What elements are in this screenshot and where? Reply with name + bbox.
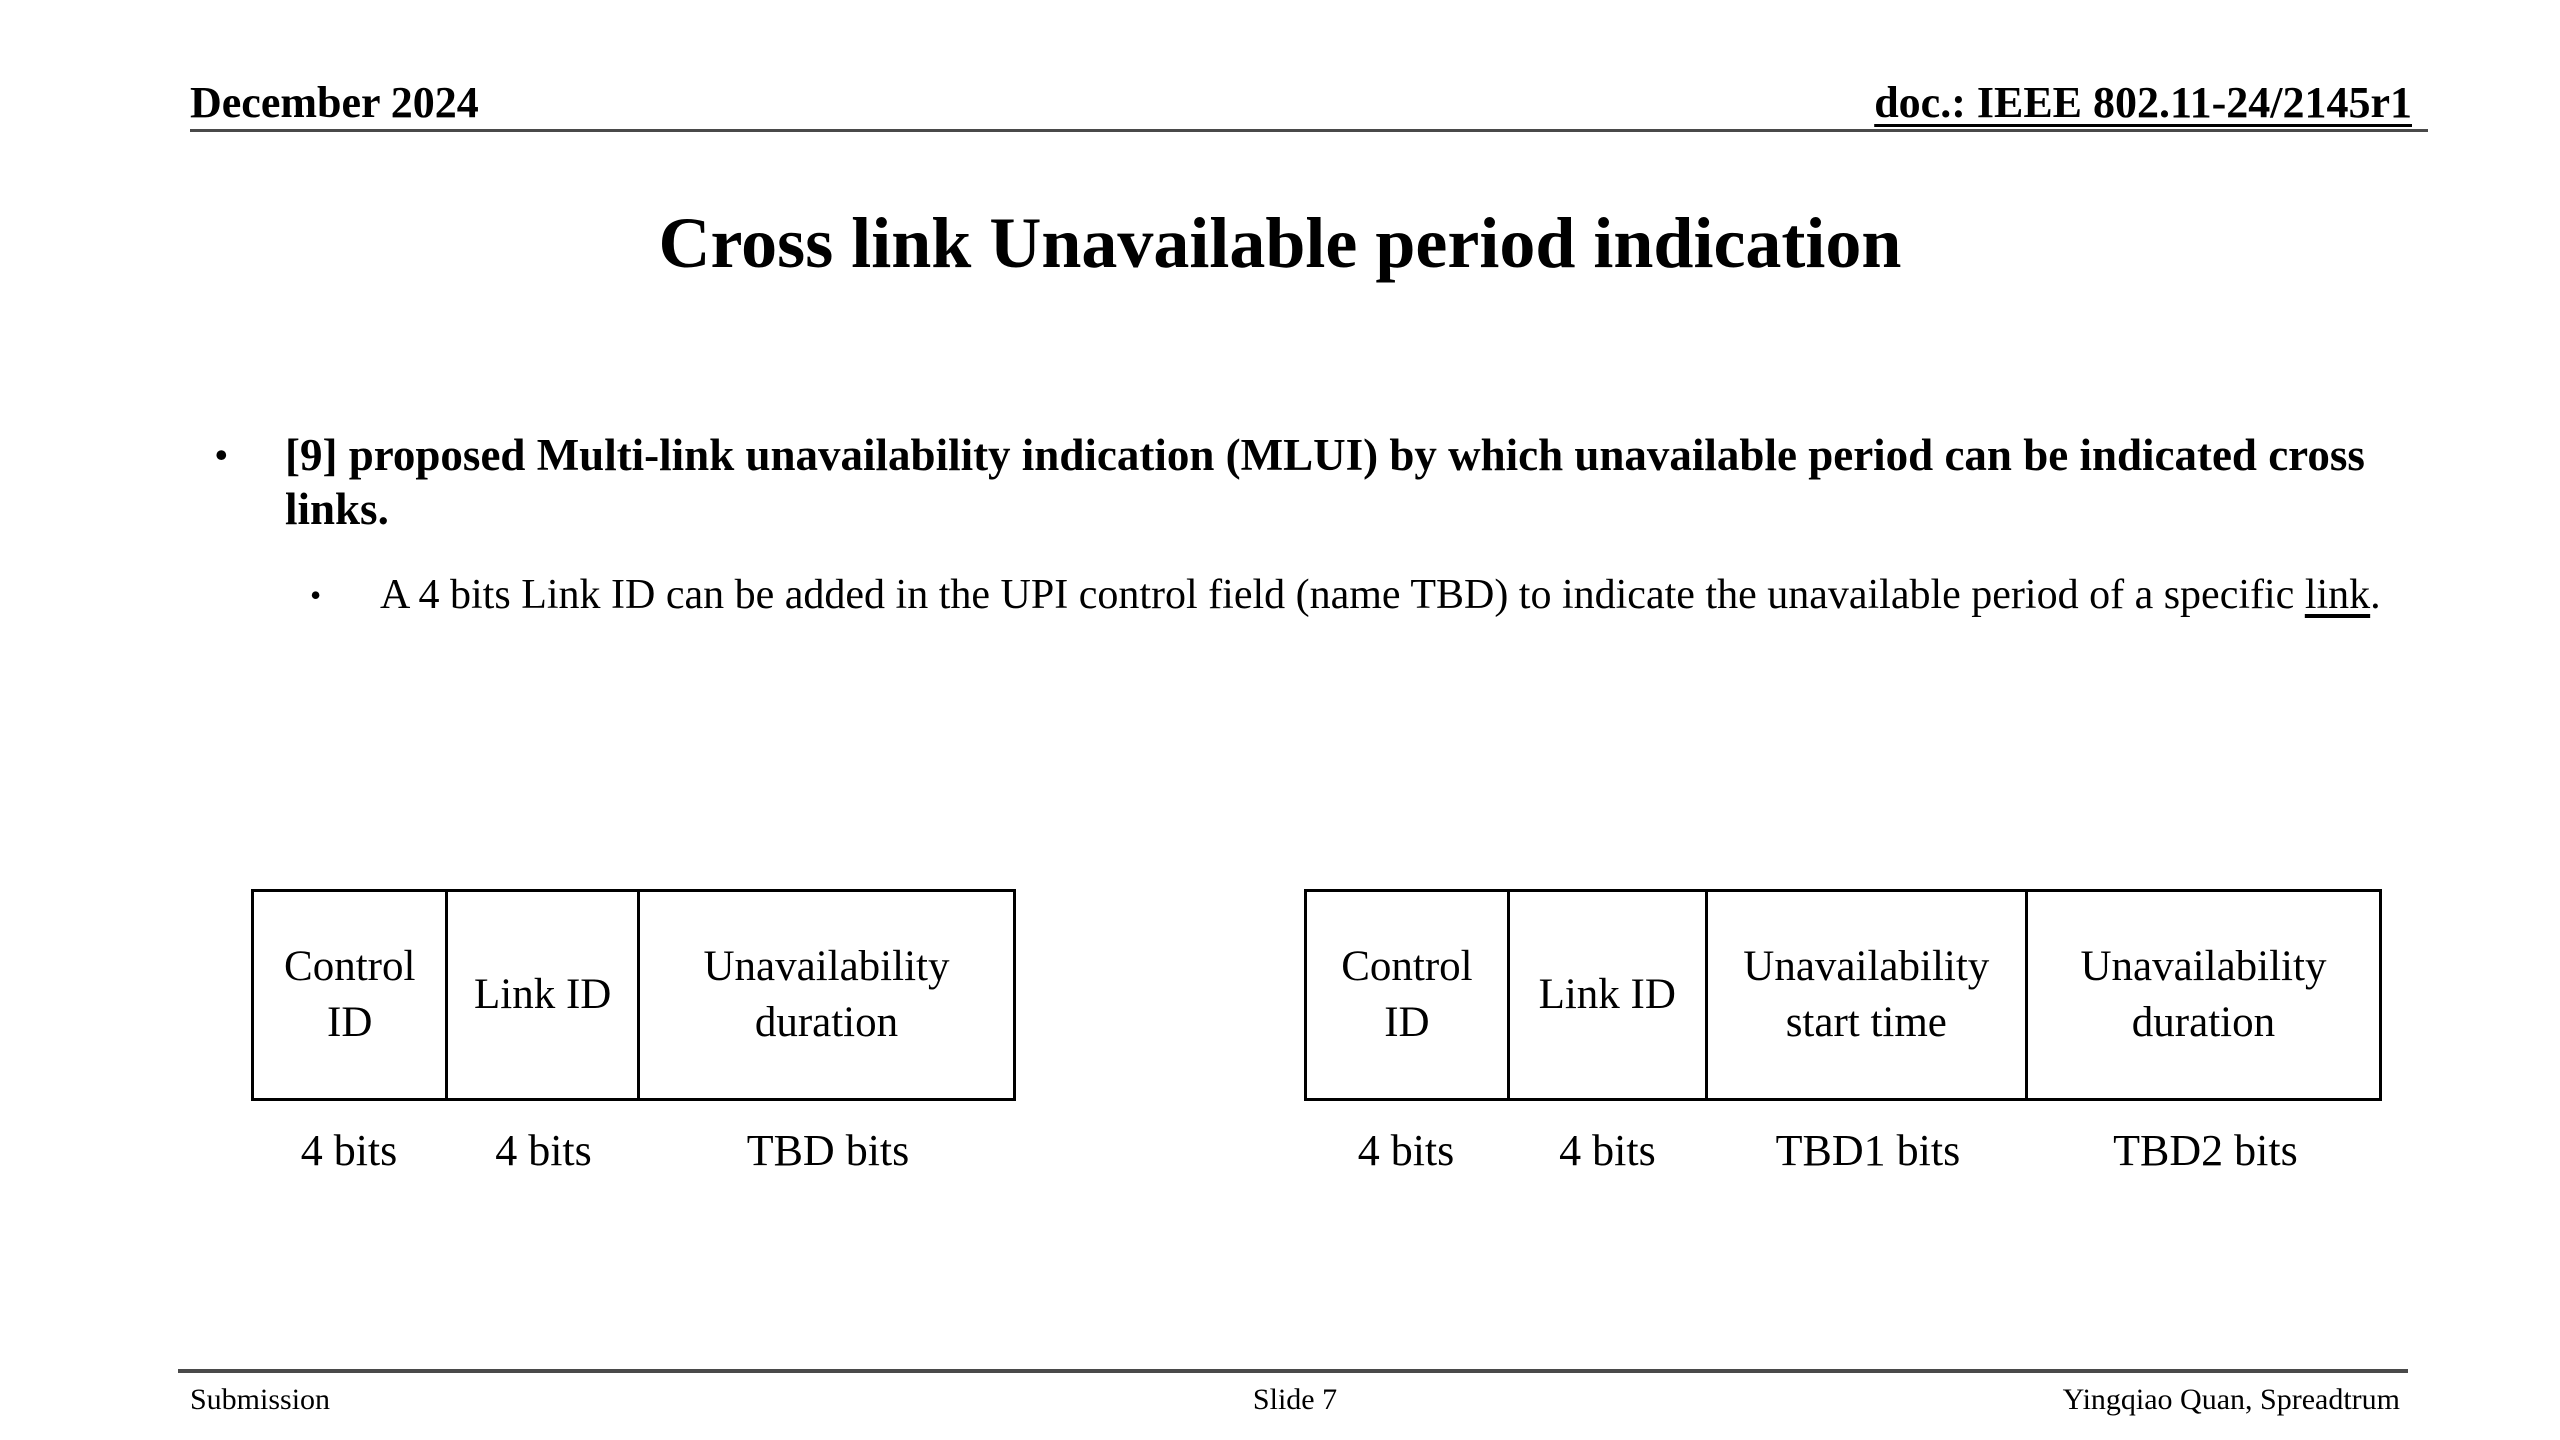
slide-header: December 2024 doc.: IEEE 802.11-24/2145r… — [190, 78, 2412, 128]
bullet-sub: • A 4 bits Link ID can be added in the U… — [310, 568, 2385, 622]
footer-author: Yingqiao Quan, Spreadtrum — [2062, 1383, 2401, 1416]
bits-label-unavailability-duration: TBD bits — [746, 1126, 910, 1175]
field-cell-control-id: Control ID — [1307, 892, 1510, 1098]
sub-bullet-icon: • — [310, 577, 322, 613]
header-rule — [190, 129, 2428, 132]
footer-slide-number: Slide 7 — [1252, 1383, 1338, 1416]
slide-title: Cross link Unavailable period indication — [658, 203, 1902, 283]
footer-submission-label: Submission — [190, 1383, 331, 1416]
field-cell-unavailability-duration: Unavailability duration — [703, 943, 950, 1046]
field-cells-row: Control ID Link ID Unavailability durati… — [251, 889, 1016, 1101]
bullet-main: • [9] proposed Multi-link unavailability… — [215, 428, 2380, 536]
bits-label-unavailability-duration: TBD2 bits — [2113, 1126, 2298, 1175]
header-doc-number: doc.: IEEE 802.11-24/2145r1 — [1874, 78, 2412, 127]
field-cell-unavailability-start-time: Unavailability start time — [1708, 892, 2028, 1098]
bullet-sub-text-start: A 4 bits Link ID can be added in the UPI… — [380, 572, 2305, 618]
mlui-field-format-table-2: Control ID Link ID Unavailability start … — [1304, 889, 2382, 1177]
bullet-sub-text-end: . — [2370, 572, 2381, 618]
header-date: December 2024 — [190, 78, 479, 127]
field-cells-row: Control ID Link ID Unavailability start … — [1304, 889, 2382, 1101]
bits-label-link-id: 4 bits — [1559, 1126, 1656, 1175]
bullet-main-text: [9] proposed Multi-link unavailability i… — [285, 430, 2365, 534]
mlui-field-format-table-1: Control ID Link ID Unavailability durati… — [251, 889, 1016, 1177]
field-cell-link-id: Link ID — [1510, 892, 1708, 1098]
bits-label-unavailability-start-time: TBD1 bits — [1775, 1126, 1961, 1175]
slide-footer: Submission Slide 7 Yingqiao Quan, Spread… — [190, 1381, 2400, 1419]
footer-rule — [178, 1369, 2408, 1373]
bits-label-link-id: 4 bits — [495, 1126, 592, 1175]
field-cell-unavailability-duration: Unavailability duration — [2080, 943, 2327, 1046]
bits-label-control-id: 4 bits — [1357, 1126, 1455, 1175]
field-cell-link-id: Link ID — [448, 892, 640, 1098]
field-cell-control-id: Control ID — [254, 892, 449, 1098]
bits-label-control-id: 4 bits — [300, 1126, 398, 1175]
bullet-sub-text: A 4 bits Link ID can be added in the UPI… — [380, 568, 2385, 622]
bullet-icon: • — [215, 435, 228, 475]
field-bits-row: 4 bits 4 bits TBD1 bits TBD2 bits — [1304, 1125, 2382, 1177]
bullet-sub-link-word: link — [2304, 572, 2371, 618]
field-bits-row: 4 bits 4 bits TBD bits — [251, 1125, 1016, 1177]
